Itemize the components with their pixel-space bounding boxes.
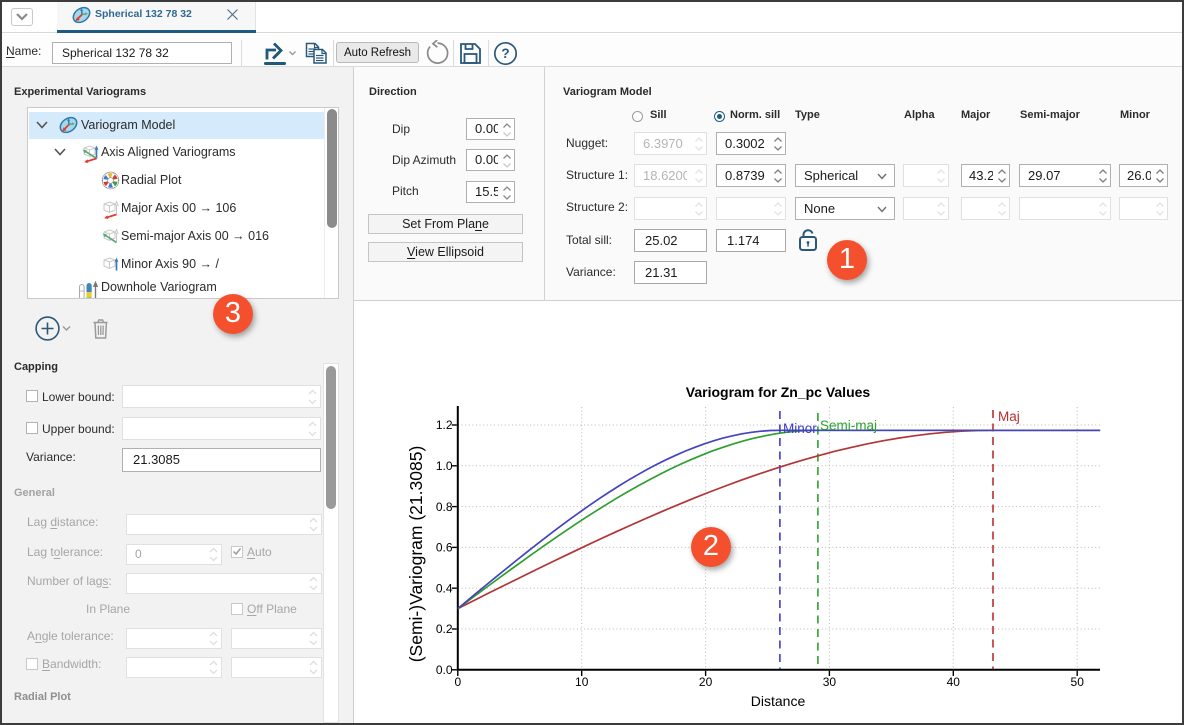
svg-text:0.4: 0.4 [436, 581, 453, 595]
svg-text:0.6: 0.6 [436, 541, 453, 555]
svg-text:Variogram for Zn_pc Values: Variogram for Zn_pc Values [686, 384, 871, 400]
svg-text:0.8: 0.8 [436, 500, 453, 514]
svg-text:1.0: 1.0 [436, 459, 453, 473]
svg-text:?: ? [501, 46, 509, 61]
svg-text:20: 20 [699, 675, 713, 689]
svg-text:1.2: 1.2 [436, 418, 453, 432]
svg-text:Semi-maj: Semi-maj [820, 418, 877, 433]
svg-text:10: 10 [575, 675, 589, 689]
svg-text:0: 0 [454, 675, 461, 689]
svg-text:0.2: 0.2 [436, 622, 453, 636]
svg-text:30: 30 [823, 675, 837, 689]
svg-text:(Semi-)Variogram (21.3085): (Semi-)Variogram (21.3085) [406, 446, 426, 663]
svg-text:Minor: Minor [783, 421, 817, 436]
svg-text:0.0: 0.0 [436, 663, 453, 677]
svg-text:Maj: Maj [998, 409, 1020, 424]
svg-text:50: 50 [1071, 675, 1085, 689]
svg-text:Distance: Distance [751, 693, 806, 709]
svg-text:40: 40 [947, 675, 961, 689]
